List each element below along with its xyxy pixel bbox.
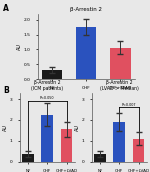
- Text: A: A: [3, 4, 9, 13]
- Bar: [94, 154, 106, 162]
- Bar: [113, 122, 125, 162]
- Title: β-Arrestin 2: β-Arrestin 2: [70, 7, 102, 12]
- Title: β-Arrestin 2
(LVAD > Median): β-Arrestin 2 (LVAD > Median): [100, 80, 139, 91]
- Title: β-Arrestin 2
(ICM patients): β-Arrestin 2 (ICM patients): [31, 80, 63, 91]
- Text: B: B: [3, 86, 9, 95]
- Bar: [133, 139, 144, 162]
- Bar: [41, 115, 53, 162]
- Y-axis label: AU: AU: [75, 124, 80, 131]
- Bar: [110, 48, 130, 79]
- Text: P<0.007: P<0.007: [122, 103, 136, 107]
- Bar: [42, 70, 62, 79]
- Bar: [76, 27, 96, 79]
- Bar: [22, 154, 34, 162]
- Y-axis label: AU: AU: [17, 43, 22, 50]
- Text: P<0.050: P<0.050: [40, 96, 54, 100]
- Bar: [61, 129, 72, 162]
- Y-axis label: AU: AU: [3, 124, 8, 131]
